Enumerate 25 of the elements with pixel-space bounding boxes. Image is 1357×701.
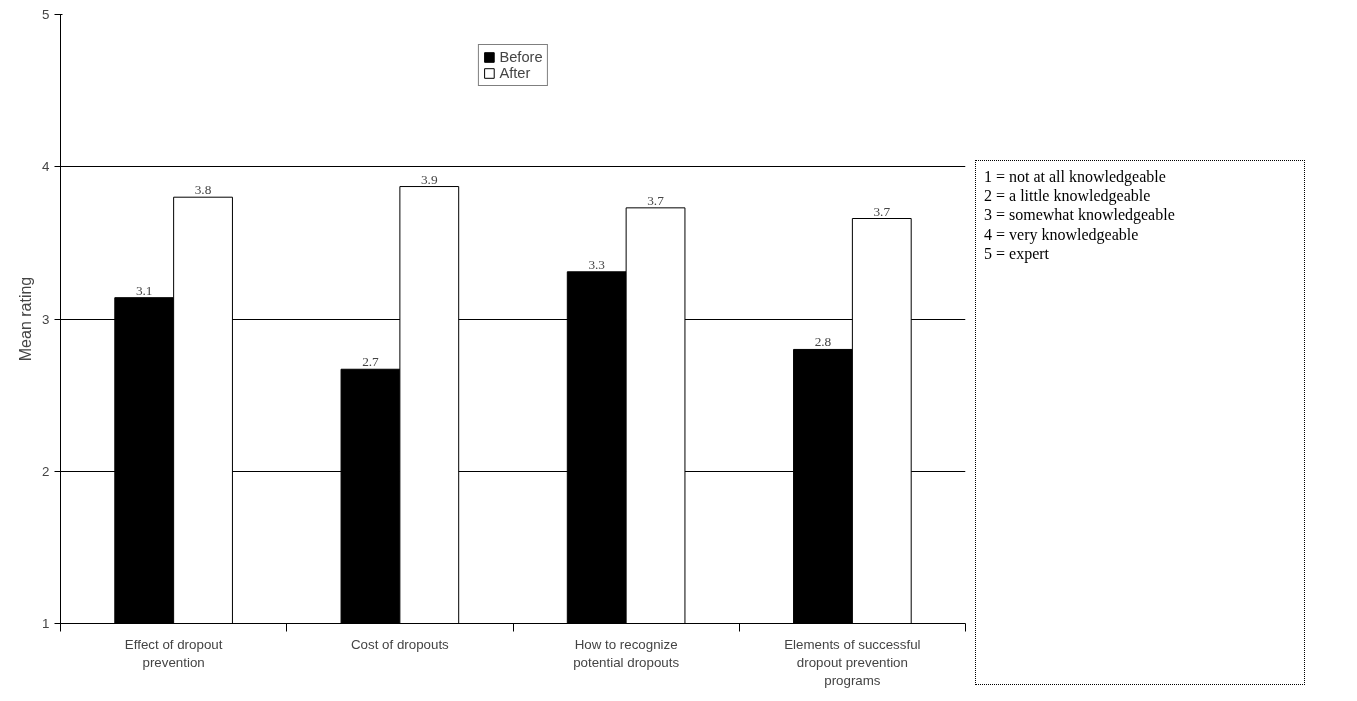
x-tick-label: Elements of successful dropout prevention programs: [784, 636, 921, 688]
text: 4 = very knowledgeable: [984, 225, 1139, 243]
data-label: 3.7: [873, 203, 891, 219]
data-label: 3.3: [588, 256, 606, 272]
x-tick-label: Cost of dropouts: [350, 636, 450, 652]
text: 2 = a little knowledgeable: [984, 187, 1151, 205]
y-axis-title: Mean rating: [17, 276, 35, 362]
legend-label: Before: [499, 49, 543, 65]
x-tick-label: Effect of dropout prevention: [124, 636, 223, 670]
y-tick-label: 4: [42, 159, 51, 175]
text: 3 = somewhat knowledgeable: [984, 206, 1175, 224]
y-tick-label: 3: [42, 311, 50, 327]
y-tick-label: 1: [42, 616, 50, 631]
y-tick-label: 5: [42, 7, 50, 22]
data-label: 3.1: [135, 282, 153, 298]
text: 5 = expert: [984, 244, 1049, 262]
text: 1 = not at all knowledgeable: [984, 168, 1166, 185]
data-label: 2.7: [362, 354, 380, 370]
data-label: 3.9: [420, 171, 438, 187]
legend-label: After: [499, 65, 531, 81]
y-tick-label: 2: [42, 463, 50, 479]
data-label: 3.7: [647, 192, 665, 208]
x-tick-label: How to recognize potential dropouts: [573, 636, 680, 670]
data-label: 2.8: [814, 334, 832, 350]
data-label: 3.8: [194, 182, 212, 198]
